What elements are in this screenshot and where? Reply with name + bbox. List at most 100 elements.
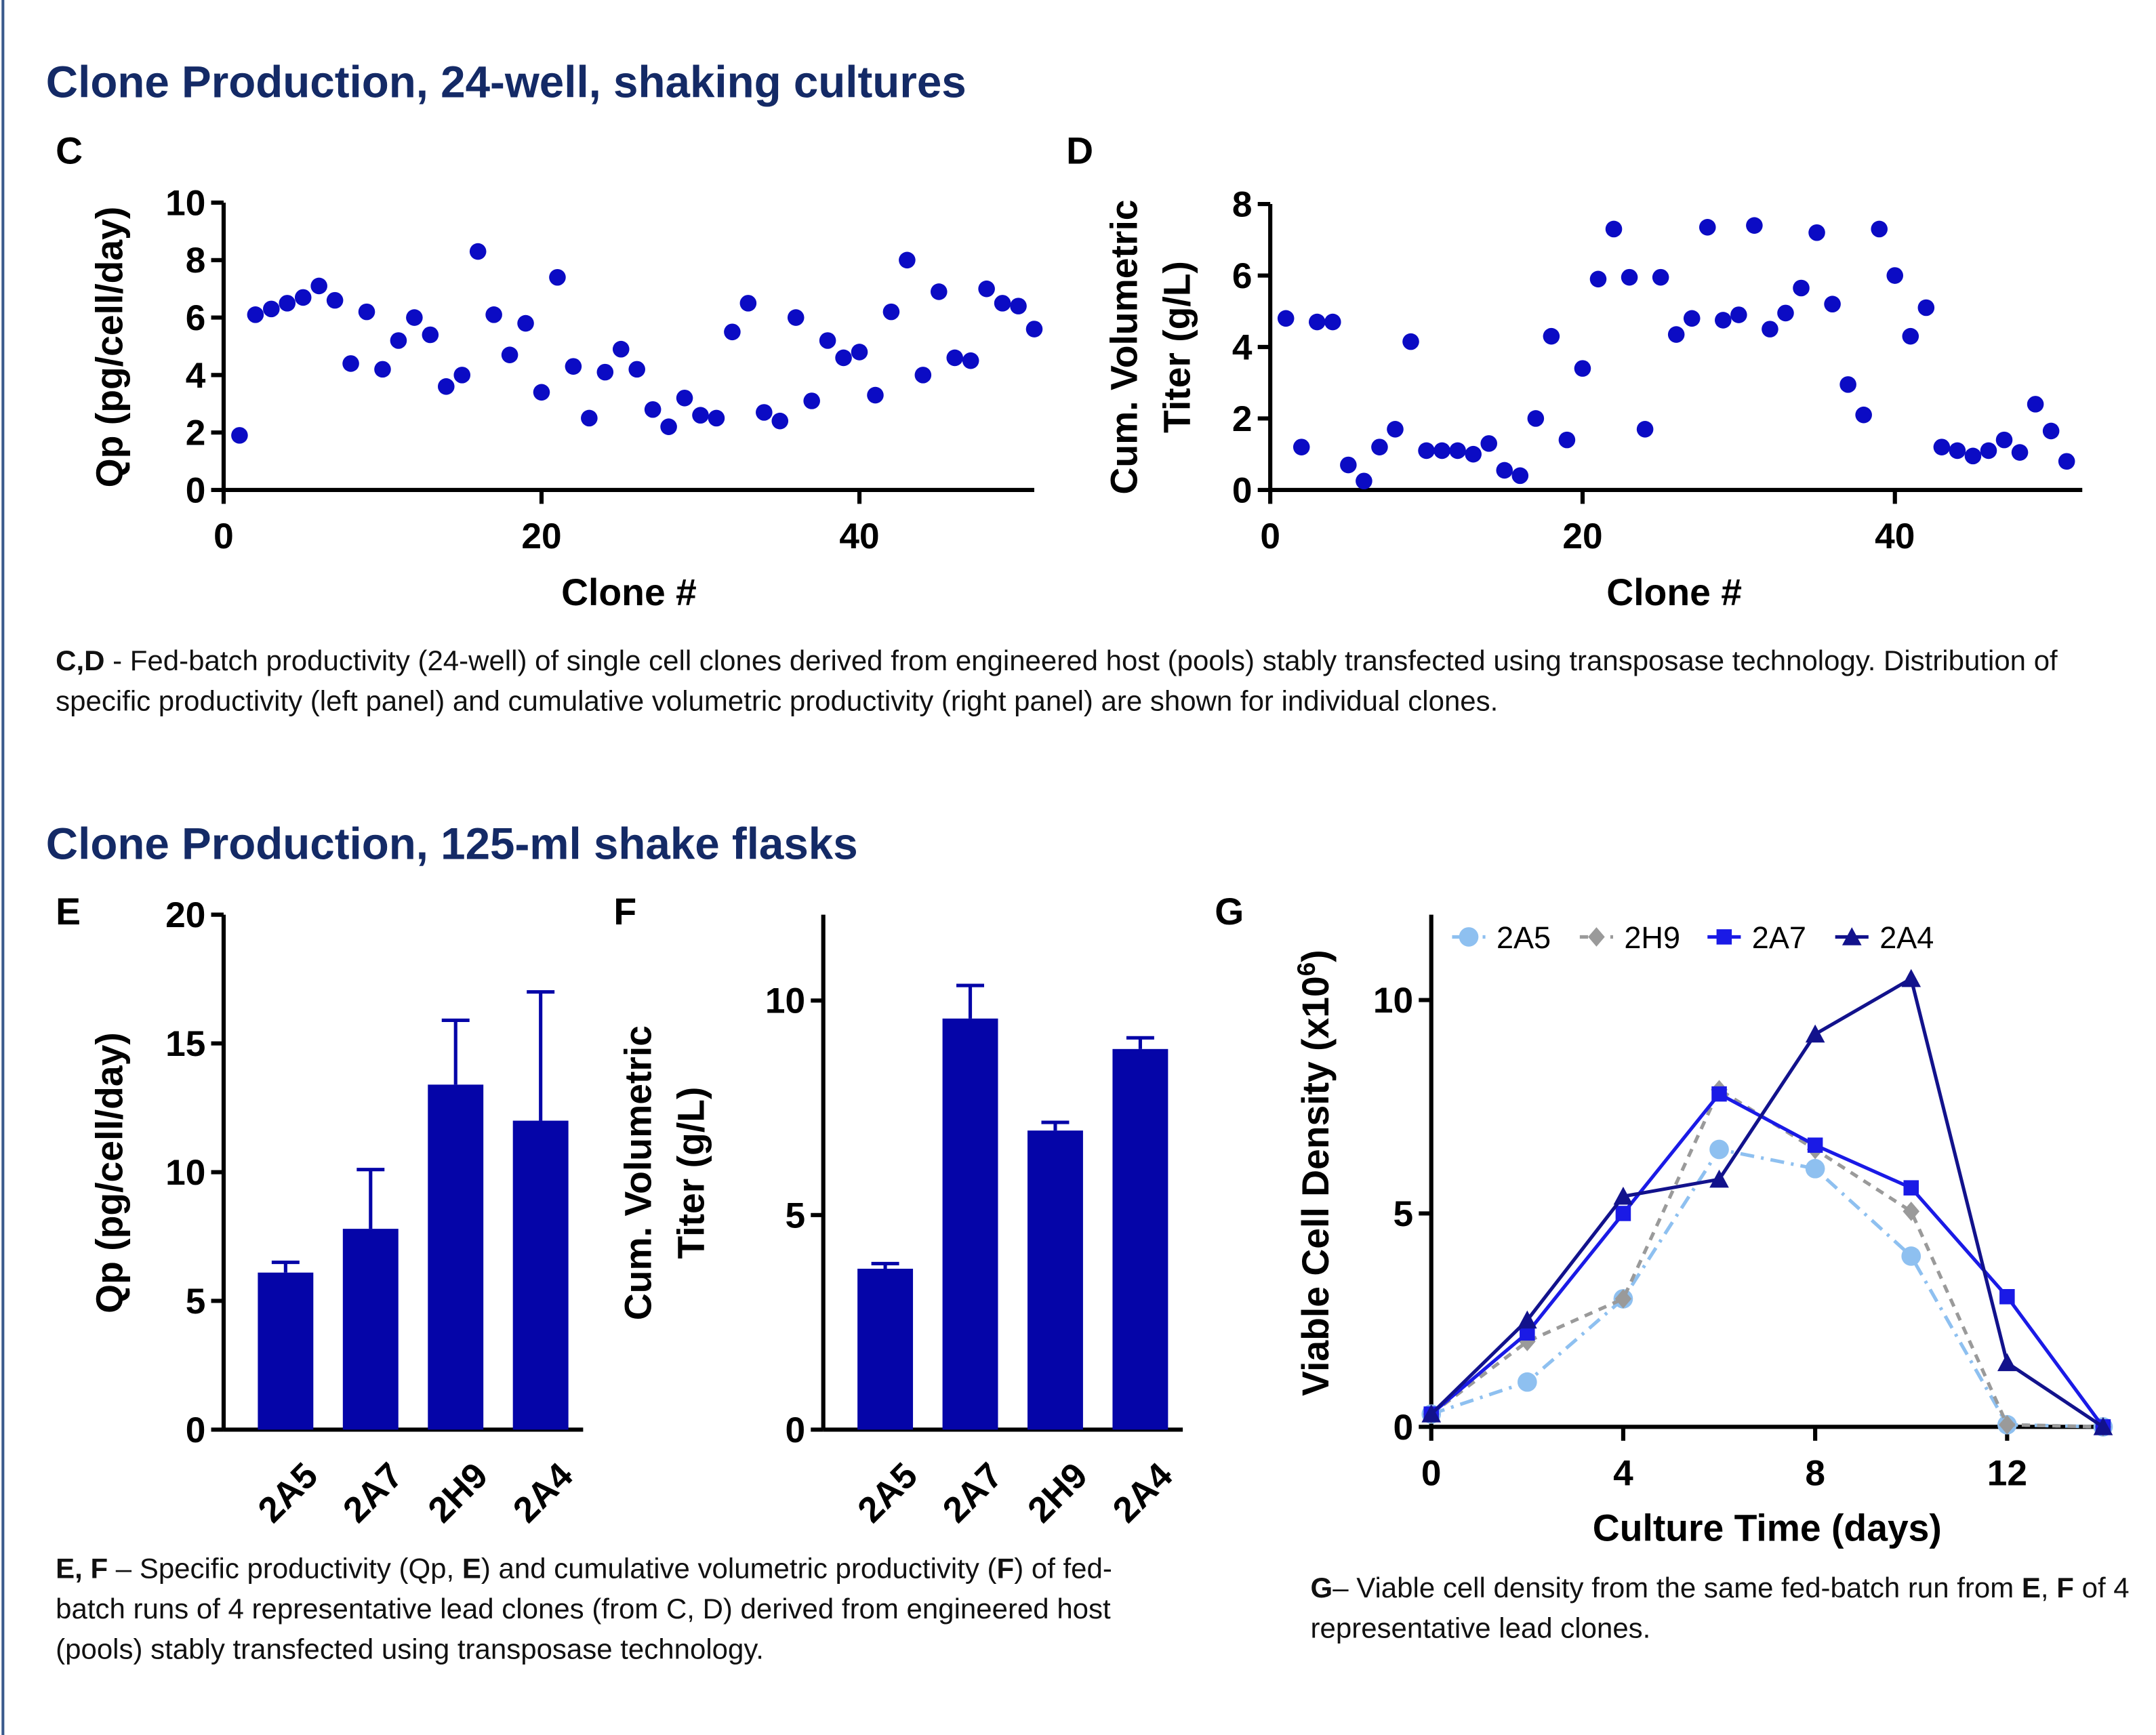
y-tick-label: 0 — [186, 1410, 206, 1450]
point — [1356, 472, 1372, 490]
marker — [1421, 1404, 1442, 1423]
marker — [1807, 1137, 1823, 1153]
panel-letter: C — [56, 130, 83, 172]
point — [231, 427, 248, 444]
x-tick-label: 2A5 — [850, 1455, 925, 1530]
x-tick-label: 12 — [1987, 1453, 2027, 1493]
y-tick-label: 2 — [186, 413, 206, 453]
x-tick-label: 2A7 — [335, 1455, 411, 1530]
point — [1855, 406, 1872, 424]
y-tick-label: 10 — [1373, 981, 1413, 1021]
y-axis-label: Qp (pg/cell/day) — [88, 1032, 130, 1313]
y-axis-label-sup: 6 — [1293, 962, 1320, 977]
point — [1902, 327, 1919, 345]
point — [1402, 333, 1419, 350]
point — [1277, 310, 1295, 327]
y-tick-label: 5 — [186, 1282, 206, 1322]
point — [1777, 304, 1794, 322]
point — [899, 251, 916, 269]
legend-marker — [1459, 927, 1479, 947]
point — [1387, 421, 1404, 438]
bar — [1028, 1130, 1083, 1430]
x-tick-label: 40 — [1875, 516, 1915, 556]
point — [1762, 321, 1778, 338]
point — [1496, 462, 1513, 479]
point — [1995, 431, 2013, 449]
x-axis-label: Clone # — [1606, 571, 1742, 613]
point — [565, 358, 582, 375]
point — [835, 349, 852, 367]
point — [2011, 444, 2029, 461]
y-axis-label-text: Titer (g/L) — [670, 1087, 712, 1259]
marker — [1903, 1180, 1919, 1196]
point — [644, 401, 662, 418]
y-axis-label: Viable Cell Density (x106) — [1293, 950, 1337, 1396]
panel-letter: G — [1215, 891, 1244, 933]
point — [453, 367, 471, 384]
marker — [1805, 1024, 1825, 1043]
bar — [342, 1229, 399, 1430]
caption-run: ) and cumulative volumetric productivity… — [481, 1553, 997, 1585]
point — [660, 418, 677, 435]
point — [1340, 456, 1357, 474]
point — [962, 352, 979, 369]
x-tick-label: 20 — [521, 516, 561, 556]
marker — [1520, 1325, 1535, 1341]
point — [914, 367, 932, 384]
point — [310, 277, 327, 295]
point — [1715, 312, 1732, 329]
point — [1480, 435, 1497, 452]
point — [1793, 279, 1810, 297]
caption-run: G — [1310, 1572, 1333, 1605]
y-axis-label: Titer (g/L) — [670, 1087, 712, 1259]
bar — [512, 1120, 569, 1430]
point — [1433, 442, 1450, 460]
point — [708, 409, 725, 427]
point — [803, 392, 820, 409]
caption: C,D - Fed-batch productivity (24-well) o… — [56, 641, 2089, 722]
point — [1871, 220, 1888, 238]
marker — [2093, 1417, 2113, 1435]
x-tick-label: 8 — [1805, 1453, 1825, 1493]
marker — [1709, 1169, 1729, 1188]
point — [469, 243, 487, 260]
panel-letter: E — [56, 891, 81, 933]
point — [1886, 267, 1904, 284]
y-tick-label: 8 — [1232, 184, 1253, 224]
point — [294, 289, 312, 306]
point — [1621, 268, 1638, 286]
y-axis-label-end: ) — [1295, 950, 1337, 962]
point — [882, 303, 900, 321]
y-tick-label: 6 — [1232, 256, 1253, 296]
point — [1824, 295, 1841, 313]
point — [612, 340, 630, 358]
caption: G– Viable cell density from the same fed… — [1311, 1568, 2156, 1649]
point — [1652, 268, 1669, 286]
y-tick-label: 5 — [785, 1196, 805, 1236]
y-axis-label: Titer (g/L) — [1156, 261, 1198, 433]
marker — [1997, 1353, 2017, 1372]
legend-marker — [1588, 927, 1605, 947]
y-tick-label: 10 — [165, 1153, 205, 1193]
point — [1293, 438, 1310, 455]
point — [1449, 442, 1466, 460]
marker — [1709, 1139, 1729, 1160]
point — [1808, 224, 1825, 241]
marker — [1805, 1159, 1825, 1179]
point — [2058, 453, 2075, 470]
point — [724, 323, 741, 341]
point — [581, 409, 598, 427]
y-tick-label: 0 — [1393, 1408, 1413, 1448]
bar — [942, 1018, 998, 1430]
legend-label: 2A7 — [1752, 920, 1806, 955]
section-title: Clone Production, 24-well, shaking cultu… — [46, 57, 967, 106]
y-axis-label-text: Qp (pg/cell/day) — [88, 1032, 130, 1313]
point — [946, 349, 964, 367]
point — [1699, 219, 1716, 236]
y-tick-label: 4 — [1232, 327, 1253, 367]
x-tick-label: 2A4 — [1105, 1455, 1181, 1530]
point — [1371, 438, 1388, 455]
x-tick-label: 20 — [1562, 516, 1602, 556]
point — [437, 378, 455, 395]
